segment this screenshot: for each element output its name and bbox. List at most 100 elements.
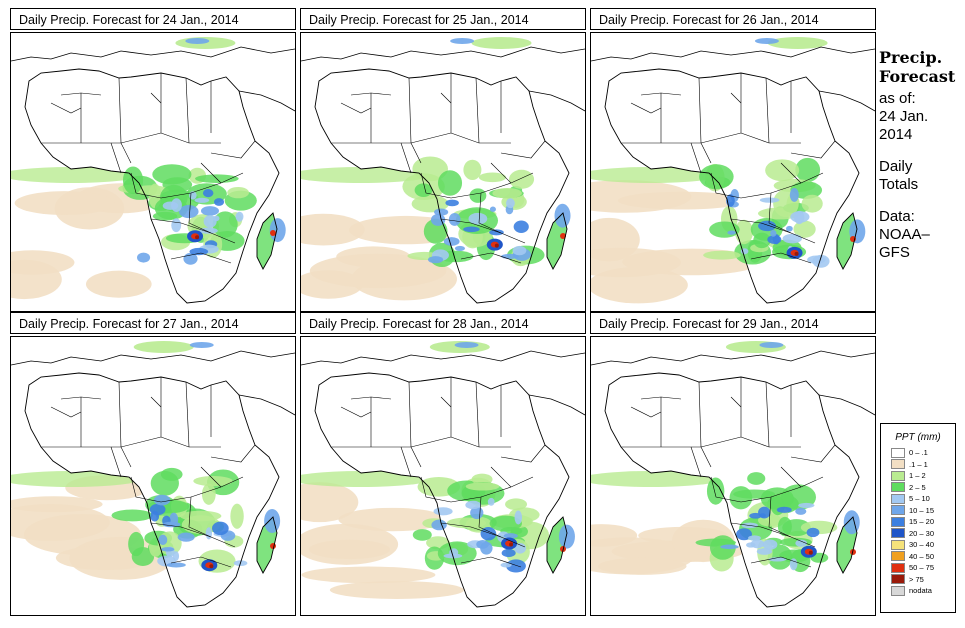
country-border [750,252,812,264]
data-source-2: GFS [879,244,910,261]
heavy-rain-area [463,226,480,233]
storm-core [560,233,566,239]
daily-label: Daily [879,158,913,175]
country-border [710,476,742,503]
country-border [730,92,742,104]
country-border [450,132,511,144]
legend-label: 5 – 10 [909,494,930,504]
legend-swatch [891,516,905,527]
coastline [256,516,278,574]
legend-swatch [891,493,905,504]
drizzle-area [11,259,62,300]
legend-label: .1 – 1 [909,459,928,469]
rain-area [463,159,482,181]
heavy-rain-area [489,229,504,236]
country-border [210,444,256,463]
heavy-rain-area [727,230,736,235]
legend-item: .1 – 1 [881,459,955,471]
country-border [698,77,702,144]
country-border [440,396,452,408]
precip-map [300,336,586,616]
heavy-rain-area [185,38,210,44]
rain-area [111,509,153,522]
country-border [700,142,712,164]
rain-area [411,195,449,213]
legend-item: 30 – 40 [881,539,955,551]
rain-area [412,529,432,541]
coastline [836,516,858,574]
coastline [546,516,568,574]
legend-swatch [891,574,905,585]
legend-swatch [891,505,905,516]
country-border [450,436,511,448]
rain-area [703,250,741,260]
country-border [160,436,221,448]
rain-area [152,164,192,185]
country-border [460,252,522,264]
rain-area [729,486,753,510]
heavy-rain-area [748,535,761,541]
heavy-rain-area [476,540,489,549]
heavy-rain-area [806,527,820,538]
country-border [790,140,836,159]
country-border [50,102,82,114]
drizzle-area [301,213,365,246]
coastline [836,212,858,270]
legend-swatch [891,562,905,573]
rain-area [734,219,754,245]
precip-map [10,336,296,616]
country-border [160,476,244,503]
country-border [340,102,372,114]
rain-band [301,471,431,487]
rain-band [471,37,532,49]
country-border [408,381,412,448]
storm-core [494,243,499,248]
heavy-rain-area [506,198,515,209]
heavy-rain-area [431,519,447,531]
drizzle-area [14,191,115,216]
country-border [790,444,836,463]
rain-area [465,482,500,491]
side-info: Precip. Forecast as of: 24 Jan. 2014 Dai… [879,48,965,262]
heavy-rain-area [512,245,527,256]
country-border [478,192,502,234]
heavy-rain-area [162,201,179,210]
storm-core [209,564,214,569]
country-border [500,140,546,159]
legend-item: 10 – 15 [881,505,955,517]
country-border [765,381,770,448]
country-border [118,381,122,448]
country-border [150,218,236,244]
country-border [400,142,412,174]
legend-swatch [891,447,905,458]
heavy-rain-area [758,220,776,232]
country-border [700,446,712,468]
country-border [768,192,792,234]
rain-area [747,472,766,485]
legend-item: 0 – .1 [881,447,955,459]
legend-label: nodata [909,586,932,596]
panel-title: Daily Precip. Forecast for 25 Jan., 2014 [300,8,586,30]
heavy-rain-area [194,197,210,203]
country-border [740,172,824,199]
heavy-rain-area [789,188,799,202]
heavy-rain-area [448,213,461,226]
country-border [450,172,534,199]
legend-item: nodata [881,585,955,597]
country-border [690,142,702,174]
panel-title: Daily Precip. Forecast for 27 Jan., 2014 [10,312,296,334]
heavy-rain-area [759,513,766,518]
country-border [120,446,132,468]
country-border [450,476,534,503]
country-border [150,396,162,408]
heavy-rain-area [789,558,798,571]
legend-swatch [891,585,905,596]
legend-swatch [891,470,905,481]
heavy-rain-area [153,494,171,506]
rain-area [509,169,535,189]
country-border [170,252,232,264]
country-border [331,436,452,448]
heavy-rain-area [213,215,220,222]
coastline [604,372,860,608]
rain-area [160,467,183,481]
